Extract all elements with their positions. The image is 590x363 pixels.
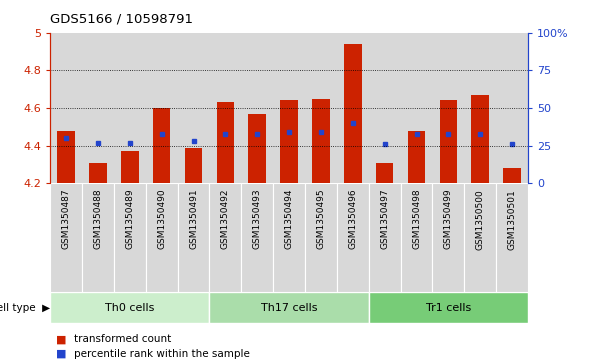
Bar: [464, 33, 496, 183]
Bar: [369, 292, 528, 323]
Bar: [82, 183, 114, 292]
Bar: [209, 292, 369, 323]
Text: GSM1350496: GSM1350496: [348, 189, 358, 249]
Text: GDS5166 / 10598791: GDS5166 / 10598791: [50, 12, 193, 25]
Bar: [50, 33, 82, 183]
Bar: [337, 33, 369, 183]
Bar: [440, 101, 457, 183]
Bar: [280, 101, 298, 183]
Bar: [344, 44, 362, 183]
Text: GSM1350493: GSM1350493: [253, 189, 262, 249]
Bar: [121, 151, 139, 183]
Text: GSM1350494: GSM1350494: [284, 189, 294, 249]
Text: GSM1350498: GSM1350498: [412, 189, 421, 249]
Text: cell type  ▶: cell type ▶: [0, 303, 50, 313]
Bar: [57, 131, 75, 183]
Bar: [217, 102, 234, 183]
Bar: [464, 183, 496, 292]
Bar: [241, 33, 273, 183]
Bar: [496, 183, 528, 292]
Text: ■: ■: [56, 349, 67, 359]
Text: GSM1350497: GSM1350497: [380, 189, 389, 249]
Bar: [241, 183, 273, 292]
Bar: [50, 292, 209, 323]
Text: GSM1350499: GSM1350499: [444, 189, 453, 249]
Bar: [146, 183, 178, 292]
Bar: [209, 33, 241, 183]
Bar: [312, 99, 330, 183]
Bar: [178, 33, 209, 183]
Bar: [209, 183, 241, 292]
Bar: [114, 183, 146, 292]
Bar: [432, 183, 464, 292]
Bar: [471, 95, 489, 183]
Bar: [114, 33, 146, 183]
Bar: [89, 163, 107, 183]
Text: Th17 cells: Th17 cells: [261, 303, 317, 313]
Bar: [248, 114, 266, 183]
Text: transformed count: transformed count: [74, 334, 171, 344]
Bar: [376, 163, 394, 183]
Text: ■: ■: [56, 334, 67, 344]
Bar: [50, 183, 82, 292]
Bar: [369, 33, 401, 183]
Text: GSM1350495: GSM1350495: [316, 189, 326, 249]
Bar: [273, 183, 305, 292]
Text: GSM1350487: GSM1350487: [61, 189, 71, 249]
Bar: [185, 147, 202, 183]
Bar: [432, 33, 464, 183]
Text: Tr1 cells: Tr1 cells: [426, 303, 471, 313]
Text: GSM1350492: GSM1350492: [221, 189, 230, 249]
Bar: [146, 33, 178, 183]
Bar: [305, 183, 337, 292]
Bar: [178, 183, 209, 292]
Bar: [401, 183, 432, 292]
Text: GSM1350500: GSM1350500: [476, 189, 485, 249]
Text: GSM1350488: GSM1350488: [93, 189, 103, 249]
Text: GSM1350491: GSM1350491: [189, 189, 198, 249]
Bar: [305, 33, 337, 183]
Text: GSM1350490: GSM1350490: [157, 189, 166, 249]
Text: GSM1350489: GSM1350489: [125, 189, 135, 249]
Bar: [82, 33, 114, 183]
Text: percentile rank within the sample: percentile rank within the sample: [74, 349, 250, 359]
Bar: [337, 183, 369, 292]
Bar: [369, 183, 401, 292]
Text: Th0 cells: Th0 cells: [105, 303, 155, 313]
Bar: [153, 108, 171, 183]
Bar: [496, 33, 528, 183]
Bar: [408, 131, 425, 183]
Bar: [503, 168, 521, 183]
Text: GSM1350501: GSM1350501: [507, 189, 517, 249]
Bar: [401, 33, 432, 183]
Bar: [273, 33, 305, 183]
